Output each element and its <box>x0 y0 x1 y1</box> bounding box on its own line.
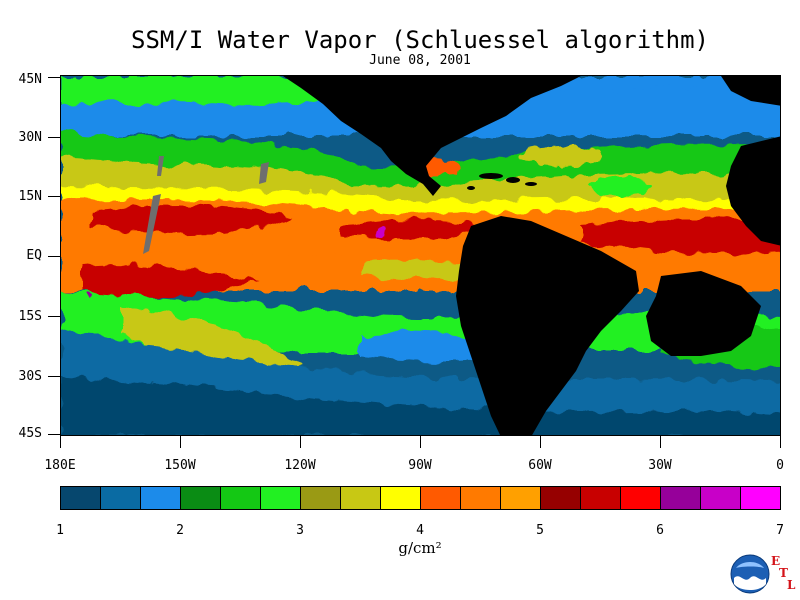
lon-tick <box>420 436 421 448</box>
land-masses <box>283 76 780 435</box>
longitude-label: 150W <box>164 458 196 473</box>
noaa-logo-icon <box>730 554 770 594</box>
noaa-etl-logo: E T L <box>730 552 798 596</box>
colorbar-swatch <box>741 487 780 509</box>
lon-tick <box>180 436 181 448</box>
colorbar-swatch <box>661 487 701 509</box>
colorbar-swatch <box>381 487 421 509</box>
vapor-bands <box>61 76 780 435</box>
colorbar-unit-label: g/cm² <box>398 539 442 557</box>
lat-tick <box>48 256 60 257</box>
colorbar-swatch <box>701 487 741 509</box>
missing-data-swaths <box>143 156 269 254</box>
latitude-label: EQ <box>26 248 42 263</box>
colorbar-swatch <box>301 487 341 509</box>
colorbar-tick-label: 2 <box>176 523 184 538</box>
colorbar-swatch <box>221 487 261 509</box>
etl-letter: E <box>771 554 781 568</box>
longitude-label: 0 <box>776 458 784 473</box>
lat-tick <box>48 196 60 197</box>
lat-tick <box>48 376 60 377</box>
lon-tick <box>300 436 301 448</box>
colorbar-tick-label: 7 <box>776 523 784 538</box>
chart-title: SSM/I Water Vapor (Schluessel algorithm) <box>131 26 709 54</box>
colorbar-tick-label: 5 <box>536 523 544 538</box>
colorbar-swatch <box>461 487 501 509</box>
latitude-label: 45S <box>18 426 42 441</box>
colorbar-swatch <box>141 487 181 509</box>
longitude-label: 30W <box>648 458 672 473</box>
colorbar-swatch <box>541 487 581 509</box>
etl-letter: T <box>779 566 788 580</box>
map-svg <box>61 76 780 435</box>
lat-tick <box>48 77 60 78</box>
longitude-label: 180E <box>44 458 76 473</box>
colorbar <box>60 486 781 510</box>
chart-subtitle: June 08, 2001 <box>369 53 471 68</box>
colorbar-swatch <box>341 487 381 509</box>
colorbar-swatch <box>261 487 301 509</box>
longitude-label: 90W <box>408 458 432 473</box>
colorbar-swatch <box>181 487 221 509</box>
caribbean-islands <box>467 173 537 190</box>
colorbar-swatch <box>581 487 621 509</box>
latitude-label: 15N <box>18 189 42 204</box>
colorbar-swatch <box>61 487 101 509</box>
latitude-label: 15S <box>18 309 42 324</box>
colorbar-tick-label: 4 <box>416 523 424 538</box>
water-vapor-map <box>60 75 781 436</box>
lon-tick <box>660 436 661 448</box>
colorbar-tick-label: 3 <box>296 523 304 538</box>
colorbar-tick-label: 6 <box>656 523 664 538</box>
etl-letter: L <box>787 578 796 592</box>
longitude-label: 120W <box>284 458 316 473</box>
colorbar-tick-label: 1 <box>56 523 64 538</box>
latitude-label: 30S <box>18 369 42 384</box>
colorbar-swatch <box>621 487 661 509</box>
lon-tick <box>780 436 781 448</box>
lat-tick <box>48 316 60 317</box>
lat-tick <box>48 137 60 138</box>
colorbar-swatch <box>101 487 141 509</box>
longitude-label: 60W <box>528 458 552 473</box>
colorbar-swatch <box>421 487 461 509</box>
lat-tick <box>48 434 60 435</box>
latitude-label: 45N <box>18 72 42 87</box>
colorbar-swatch <box>501 487 541 509</box>
lon-tick <box>540 436 541 448</box>
latitude-label: 30N <box>18 130 42 145</box>
lon-tick <box>60 436 61 448</box>
